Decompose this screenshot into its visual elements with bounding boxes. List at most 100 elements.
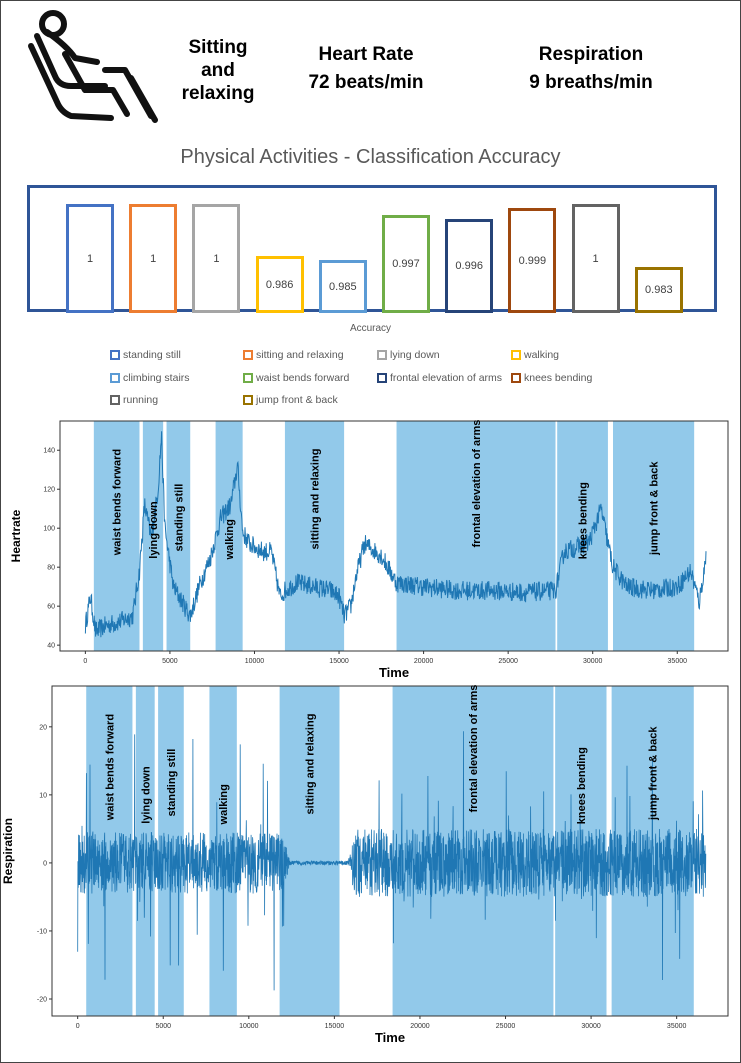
activity-line-1: Sitting	[188, 37, 248, 58]
heartrate-activity-label: jump front & back	[649, 461, 661, 556]
legend-label: knees bending	[524, 372, 593, 384]
heartrate-activity-band	[557, 421, 608, 651]
heartrate-y-tick-label: 140	[43, 448, 55, 455]
accuracy-bar-frontal-elevation-of-arms: 0.996	[445, 219, 494, 313]
accuracy-value-label: 1	[592, 252, 599, 265]
heartrate-x-tick-label: 25000	[498, 658, 518, 665]
legend-item: lying down	[377, 349, 440, 361]
heartrate-activity-label: standing still	[173, 484, 185, 552]
heartrate-activity-label: waist bends forward	[112, 449, 124, 556]
legend-label: lying down	[390, 349, 440, 361]
accuracy-value-label: 0.986	[265, 278, 294, 291]
heartrate-activity-band	[613, 421, 695, 651]
legend-item: waist bends forward	[243, 372, 349, 384]
accuracy-chart-frame	[27, 185, 717, 312]
respiration-x-tick-label: 0	[76, 1023, 80, 1030]
heartrate-y-axis-label: Heartrate	[9, 509, 23, 562]
accuracy-value-label: 1	[86, 252, 94, 265]
legend-item: climbing stairs	[110, 372, 190, 384]
heartrate-activity-band	[142, 421, 164, 651]
respiration-title: Respiration	[538, 44, 644, 65]
accuracy-value-label: 0.999	[518, 254, 547, 267]
accuracy-bar-walking: 0.986	[255, 256, 304, 313]
legend-swatch	[377, 350, 387, 360]
respiration-activity-label: standing still	[166, 749, 178, 817]
respiration-x-tick-label: 35000	[667, 1023, 687, 1030]
heartrate-activity-band	[93, 421, 140, 651]
accuracy-bar-waist-bends-forward: 0.997	[382, 215, 430, 313]
heartrate-x-tick-label: 10000	[245, 658, 265, 665]
heartrate-x-tick-label: 15000	[329, 658, 349, 665]
legend-swatch	[377, 373, 387, 383]
respiration-activity-label: sitting and relaxing	[305, 714, 317, 815]
legend-label: climbing stairs	[123, 372, 190, 384]
heartrate-x-tick-label: 5000	[162, 658, 178, 665]
respiration-y-tick-label: 20	[39, 724, 47, 731]
heartrate-x-tick-label: 0	[83, 658, 87, 665]
legend-item: jump front & back	[243, 394, 338, 406]
respiration-x-tick-label: 25000	[496, 1023, 516, 1030]
heartrate-x-tick-label: 30000	[583, 658, 603, 665]
legend-swatch	[243, 373, 253, 383]
respiration-x-tick-label: 5000	[155, 1023, 171, 1030]
heartrate-x-tick-label: 20000	[414, 658, 434, 665]
respiration-activity-band	[279, 686, 340, 1016]
accuracy-chart-title: Physical Activities - Classification Acc…	[180, 146, 561, 168]
legend-swatch	[243, 395, 253, 405]
heartrate-activity-label: knees bending	[578, 482, 590, 559]
legend-item: running	[110, 394, 158, 406]
accuracy-value-label: 0.983	[645, 284, 673, 296]
respiration-x-axis-label: Time	[375, 1030, 405, 1045]
legend-item: frontal elevation of arms	[377, 372, 502, 384]
respiration-readout: Respiration 9 breaths/min	[516, 43, 666, 94]
legend-item: standing still	[110, 349, 181, 361]
heart-rate-title: Heart Rate	[318, 44, 414, 65]
accuracy-value-label: 0.997	[392, 258, 420, 270]
legend-swatch	[511, 350, 521, 360]
heartrate-y-tick-label: 120	[43, 487, 55, 494]
respiration-x-tick-label: 15000	[325, 1023, 345, 1030]
respiration-series-line	[77, 731, 707, 991]
respiration-activity-label: lying down	[140, 766, 152, 824]
legend-item: knees bending	[511, 372, 592, 384]
respiration-x-tick-label: 10000	[239, 1023, 259, 1030]
accuracy-bar-knees-bending: 0.999	[508, 208, 557, 313]
person-sitting-in-chair-icon	[28, 10, 158, 123]
legend-swatch	[110, 395, 120, 405]
activity-line-3: relaxing	[181, 83, 255, 104]
heartrate-activity-band	[284, 421, 345, 651]
heartrate-y-tick-label: 100	[43, 526, 55, 533]
legend-swatch	[511, 373, 521, 383]
accuracy-bar-running: 1	[571, 204, 620, 313]
respiration-activity-label: waist bends forward	[104, 714, 116, 821]
respiration-chart-group: 0 5000 10000 15000 20000 25000 30000 35000 -20 -1…	[1, 685, 729, 1045]
respiration-y-tick-label: 0	[43, 860, 47, 867]
heartrate-y-tick-label: 40	[47, 643, 55, 650]
respiration-activity-label: knees bending	[576, 747, 588, 824]
legend-label: walking	[524, 349, 560, 361]
accuracy-bar-climbing-stairs: 0.985	[318, 260, 367, 313]
legend-swatch	[110, 350, 120, 360]
accuracy-value-label: 0.996	[455, 260, 483, 272]
heartrate-x-axis-label: Time	[379, 665, 409, 680]
activity-title: Sitting and relaxing	[168, 36, 268, 105]
heart-rate-value: 72 beats/min	[308, 72, 424, 93]
respiration-activity-label: walking	[218, 784, 230, 825]
legend-item: sitting and relaxing	[243, 349, 344, 361]
accuracy-bar-jump-front-back: 0.983	[634, 267, 683, 313]
respiration-activity-label: frontal elevation of arms	[468, 685, 480, 813]
heartrate-activity-band	[166, 421, 191, 651]
heartrate-y-tick-label: 80	[47, 565, 55, 572]
legend-label: frontal elevation of arms	[390, 372, 503, 384]
heartrate-chart-group: 0 5000 10000 15000 20000 25000 30000 35000 40 60 8…	[9, 420, 729, 680]
respiration-x-tick-label: 30000	[581, 1023, 601, 1030]
heartrate-activity-label: walking	[224, 519, 236, 560]
accuracy-bar-sitting-and-relaxing: 1	[129, 204, 178, 313]
accuracy-axis-label: Accuracy	[349, 323, 392, 334]
heartrate-activity-label: frontal elevation of arms	[471, 420, 483, 548]
heartrate-x-tick-label: 35000	[668, 658, 688, 665]
accuracy-value-label: 1	[150, 252, 157, 265]
respiration-activity-label: jump front & back	[648, 726, 660, 821]
heartrate-activity-band	[215, 421, 243, 651]
